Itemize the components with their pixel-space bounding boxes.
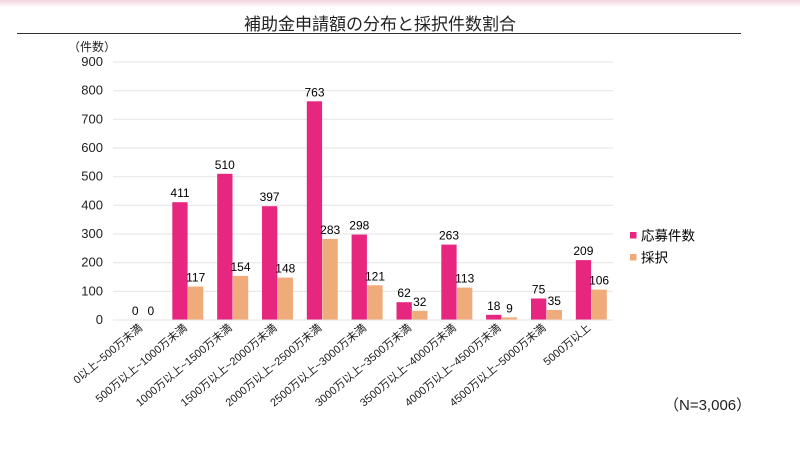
- svg-text:700: 700: [81, 111, 103, 126]
- svg-text:100: 100: [81, 283, 103, 298]
- svg-text:763: 763: [304, 85, 324, 99]
- svg-text:35: 35: [548, 294, 562, 308]
- svg-text:18: 18: [487, 299, 501, 313]
- svg-text:62: 62: [397, 286, 411, 300]
- svg-text:200: 200: [81, 255, 103, 270]
- svg-text:0: 0: [96, 312, 103, 327]
- svg-text:113: 113: [455, 272, 474, 286]
- svg-text:148: 148: [275, 262, 295, 276]
- svg-text:121: 121: [365, 269, 385, 283]
- svg-text:9: 9: [506, 301, 513, 315]
- svg-text:5000万以上: 5000万以上: [541, 321, 593, 368]
- svg-text:800: 800: [81, 83, 103, 98]
- svg-text:397: 397: [260, 190, 280, 204]
- svg-text:75: 75: [532, 283, 546, 297]
- svg-text:298: 298: [349, 219, 369, 233]
- svg-text:154: 154: [230, 260, 250, 274]
- svg-text:32: 32: [413, 295, 427, 309]
- svg-text:411: 411: [170, 186, 189, 200]
- svg-text:500: 500: [81, 169, 103, 184]
- svg-text:600: 600: [81, 140, 103, 155]
- svg-text:400: 400: [81, 197, 103, 212]
- svg-text:106: 106: [589, 274, 609, 288]
- svg-text:283: 283: [320, 223, 340, 237]
- svg-text:510: 510: [215, 158, 235, 172]
- svg-text:0: 0: [148, 304, 155, 318]
- svg-text:263: 263: [439, 229, 459, 243]
- svg-text:300: 300: [81, 226, 103, 241]
- svg-text:117: 117: [186, 271, 205, 285]
- svg-text:209: 209: [573, 244, 593, 258]
- svg-text:900: 900: [81, 54, 103, 69]
- svg-text:応募件数: 応募件数: [641, 229, 695, 244]
- svg-text:0: 0: [132, 304, 139, 318]
- svg-text:採択: 採択: [641, 251, 669, 266]
